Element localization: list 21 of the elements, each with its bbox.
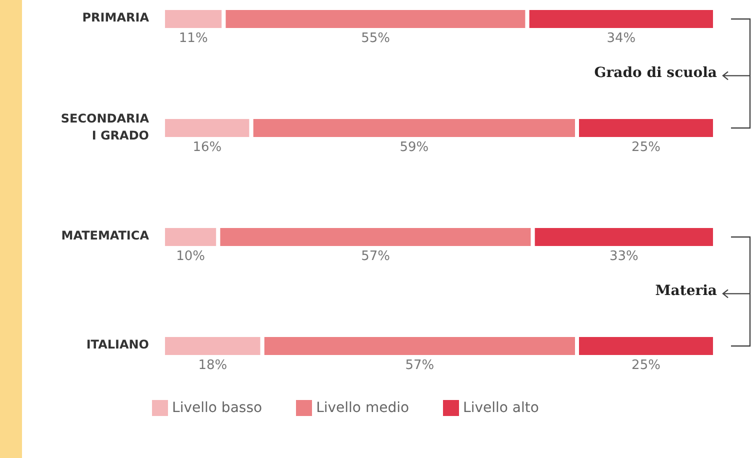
y-tick-label: PRIMARIA [82, 10, 150, 25]
data-label: 18% [198, 358, 228, 373]
data-label: 10% [176, 249, 206, 264]
y-tick-label: MATEMATICA [61, 228, 150, 243]
data-label: 34% [606, 31, 636, 46]
data-label: 55% [361, 31, 390, 46]
data-label: 57% [405, 358, 434, 373]
annotation: Materia [655, 283, 717, 300]
legend-label: Livello alto [463, 400, 539, 416]
data-label: 57% [361, 249, 390, 264]
data-label: 16% [192, 140, 222, 155]
data-label: 25% [632, 358, 660, 373]
data-label: 33% [609, 249, 638, 264]
legend-label: Livello medio [316, 400, 410, 416]
data-label: 11% [178, 31, 208, 46]
y-tick-label: ITALIANO [86, 338, 149, 352]
data-label: 59% [400, 140, 429, 155]
y-tick-label: SECONDARIA I GRADO [60, 112, 150, 143]
annotation: Grado di scuola [594, 65, 717, 82]
data-label: 25% [632, 140, 660, 155]
legend-label: Livello basso [172, 400, 262, 416]
